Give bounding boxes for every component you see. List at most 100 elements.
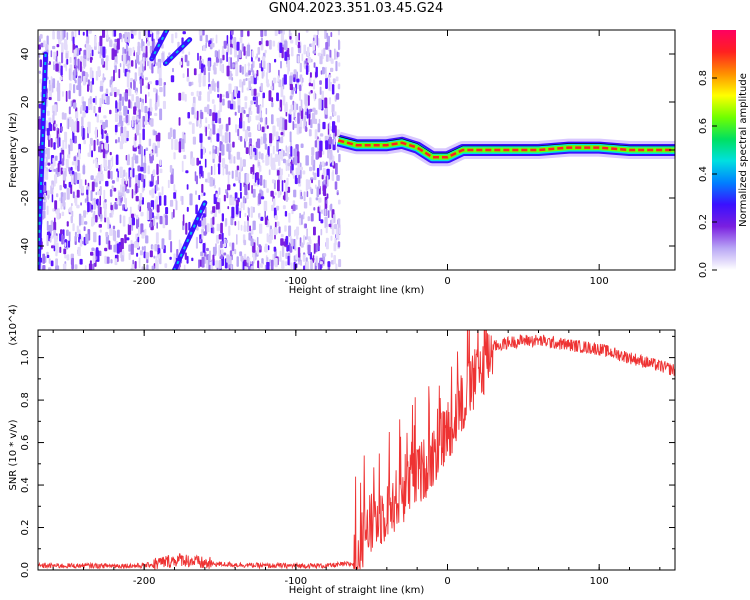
noise-speck bbox=[53, 142, 56, 150]
noise-speck bbox=[245, 147, 249, 154]
noise-speck bbox=[282, 95, 286, 106]
noise-speck bbox=[106, 135, 109, 143]
noise-speck bbox=[337, 241, 341, 248]
noise-speck bbox=[284, 261, 288, 266]
noise-speck bbox=[124, 31, 128, 42]
noise-speck bbox=[283, 241, 286, 247]
noise-speck bbox=[178, 92, 182, 101]
noise-speck bbox=[139, 97, 142, 102]
noise-speck bbox=[103, 115, 107, 119]
noise-speck bbox=[327, 74, 332, 78]
noise-speck bbox=[226, 65, 230, 77]
noise-speck bbox=[39, 78, 42, 84]
noise-speck bbox=[305, 30, 309, 33]
noise-speck bbox=[124, 106, 128, 116]
noise-speck bbox=[257, 47, 261, 55]
noise-speck bbox=[269, 39, 272, 50]
noise-speck bbox=[107, 170, 111, 179]
colorbar-tick-label: 0.6 bbox=[698, 118, 709, 134]
heatmap-x-tick-label: 100 bbox=[590, 276, 609, 287]
diagonal-track bbox=[172, 200, 208, 270]
noise-speck bbox=[336, 129, 340, 139]
noise-speck bbox=[54, 123, 58, 127]
noise-speck bbox=[307, 46, 310, 57]
noise-speck bbox=[105, 58, 108, 71]
noise-speck bbox=[308, 113, 311, 126]
noise-speck bbox=[103, 189, 106, 200]
noise-speck bbox=[138, 257, 141, 269]
noise-speck bbox=[264, 217, 268, 225]
noise-speck bbox=[150, 150, 153, 157]
noise-speck bbox=[322, 66, 325, 75]
noise-speck bbox=[290, 146, 293, 157]
noise-speck bbox=[272, 145, 275, 155]
noise-speck bbox=[247, 30, 250, 37]
noise-speck bbox=[330, 67, 334, 72]
noise-speck bbox=[318, 197, 322, 203]
noise-speck bbox=[325, 106, 328, 115]
noise-speck bbox=[98, 146, 100, 153]
noise-speck bbox=[195, 204, 198, 215]
noise-speck bbox=[257, 161, 261, 167]
noise-speck bbox=[73, 135, 77, 144]
noise-speck bbox=[219, 58, 223, 64]
noise-speck bbox=[72, 223, 75, 232]
noise-speck bbox=[99, 53, 102, 59]
noise-speck bbox=[116, 168, 119, 172]
noise-speck bbox=[247, 182, 250, 191]
noise-speck bbox=[303, 201, 308, 209]
noise-speck bbox=[243, 225, 247, 232]
noise-speck bbox=[306, 228, 308, 240]
noise-speck bbox=[106, 30, 109, 40]
noise-speck bbox=[110, 76, 114, 83]
noise-speck bbox=[230, 57, 232, 70]
noise-speck bbox=[236, 234, 238, 245]
noise-speck bbox=[298, 174, 301, 184]
noise-speck bbox=[186, 184, 189, 190]
noise-speck bbox=[319, 53, 323, 65]
noise-speck bbox=[261, 258, 264, 265]
noise-speck bbox=[288, 113, 292, 123]
noise-speck bbox=[137, 145, 140, 149]
noise-speck bbox=[117, 229, 120, 238]
noise-speck bbox=[323, 179, 326, 184]
noise-speck bbox=[147, 91, 150, 97]
noise-speck bbox=[331, 104, 335, 113]
noise-speck bbox=[330, 203, 333, 211]
noise-speck bbox=[71, 170, 75, 175]
noise-speck bbox=[307, 236, 311, 241]
noise-speck bbox=[147, 202, 151, 209]
noise-speck bbox=[138, 227, 140, 237]
noise-speck bbox=[253, 88, 257, 96]
noise-speck bbox=[141, 174, 144, 182]
noise-speck bbox=[101, 129, 104, 139]
noise-speck bbox=[307, 57, 311, 63]
noise-speck bbox=[226, 192, 229, 199]
noise-speck bbox=[74, 49, 77, 55]
noise-speck bbox=[143, 149, 146, 157]
noise-speck bbox=[84, 265, 87, 270]
noise-speck bbox=[240, 30, 244, 38]
noise-speck bbox=[62, 196, 65, 207]
noise-speck bbox=[98, 171, 101, 182]
noise-speck bbox=[80, 104, 83, 112]
noise-speck bbox=[216, 267, 219, 270]
noise-speck bbox=[210, 137, 212, 143]
noise-speck bbox=[293, 148, 297, 157]
noise-speck bbox=[264, 179, 267, 189]
noise-speck bbox=[76, 233, 79, 238]
noise-speck bbox=[251, 151, 255, 158]
noise-speck bbox=[318, 211, 321, 222]
line-y-tick-label: 0.0 bbox=[20, 562, 31, 578]
noise-speck bbox=[140, 146, 143, 158]
noise-speck bbox=[335, 76, 339, 82]
noise-speck bbox=[250, 100, 253, 105]
noise-speck bbox=[304, 223, 307, 229]
noise-speck bbox=[122, 33, 125, 39]
noise-speck bbox=[246, 257, 249, 263]
noise-speck bbox=[239, 157, 242, 169]
noise-speck bbox=[255, 96, 258, 108]
noise-speck bbox=[228, 225, 231, 236]
noise-speck bbox=[215, 235, 220, 243]
noise-speck bbox=[72, 36, 75, 45]
